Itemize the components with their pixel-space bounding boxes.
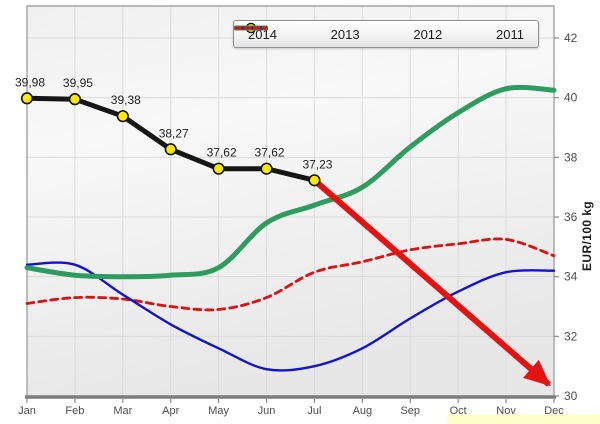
x-tick-label-Feb: Feb xyxy=(65,405,84,417)
data-label-2014-Jun: 37,62 xyxy=(255,146,285,160)
legend-swatch-2011-icon xyxy=(234,26,268,30)
x-tick-label-Aug: Aug xyxy=(353,405,373,417)
legend-item-2011[interactable]: 2011 xyxy=(234,26,524,42)
y-tick-label-42: 42 xyxy=(564,31,578,45)
highlight-strip xyxy=(447,414,600,424)
y-tick-label-34: 34 xyxy=(564,270,578,284)
legend-label-2011: 2011 xyxy=(496,26,524,42)
x-tick-label-Sep: Sep xyxy=(400,405,420,417)
plot-border xyxy=(26,5,555,396)
legend-label-2013: 2013 xyxy=(330,26,360,42)
data-label-2014-Feb: 39,95 xyxy=(63,76,93,90)
x-tick-label-Mar: Mar xyxy=(113,405,132,417)
y-axis-title: EUR/100 kg xyxy=(580,200,594,272)
y-tick-label-32: 32 xyxy=(564,329,578,343)
data-point-2014-May xyxy=(212,162,225,175)
data-label-2014-Mar: 39,38 xyxy=(111,93,141,107)
data-point-2014-Jan xyxy=(20,92,34,105)
y-tick-label-30: 30 xyxy=(564,389,578,403)
y-tick-label-40: 40 xyxy=(564,91,578,105)
data-point-2014-Mar xyxy=(116,110,129,123)
data-point-2014-Jul xyxy=(308,174,321,187)
y-tick-label-36: 36 xyxy=(564,210,578,224)
legend-item-2013[interactable]: 2013 xyxy=(234,25,360,42)
data-point-2014-Feb xyxy=(68,93,82,106)
series-line-2011 xyxy=(25,237,556,312)
x-tick-label-Jan: Jan xyxy=(18,405,36,417)
plot-area xyxy=(27,6,554,396)
series-line-2013 xyxy=(24,84,557,280)
data-point-2014-Jun xyxy=(260,162,273,175)
x-tick-label-Jul: Jul xyxy=(307,405,321,417)
trend-arrow xyxy=(312,178,551,387)
x-tick-label-Apr: Apr xyxy=(162,405,179,417)
legend-item-2012[interactable]: 2012 xyxy=(234,26,443,42)
data-point-2014-Apr xyxy=(164,143,177,156)
series-line-2012 xyxy=(25,261,556,372)
data-label-2014-Jan: 39,98 xyxy=(15,75,45,89)
y-tick-label-38: 38 xyxy=(564,150,578,164)
chart-legend: 2014 2013 2012 2011 xyxy=(233,20,539,48)
data-label-2014-May: 37,62 xyxy=(207,146,237,160)
data-label-2014-Apr: 38,27 xyxy=(159,126,189,140)
x-tick-label-May: May xyxy=(208,405,229,417)
x-tick-label-Jun: Jun xyxy=(258,405,276,417)
legend-label-2012: 2012 xyxy=(413,26,443,42)
data-label-2014-Jul: 37,23 xyxy=(302,157,332,171)
